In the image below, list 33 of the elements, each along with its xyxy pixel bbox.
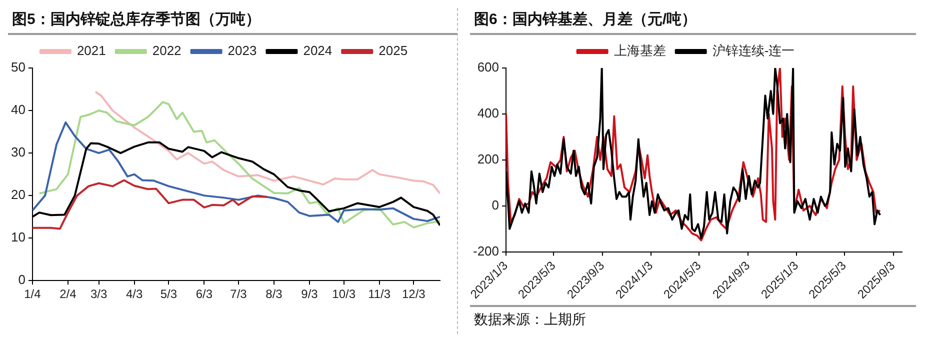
chart-title: 图5：国内锌锭总库存季节图（万吨） — [8, 8, 457, 35]
x-tick-label: 7/3 — [230, 287, 248, 302]
y-tick-label: 20 — [10, 187, 26, 202]
x-tick-label: 10/3 — [332, 287, 356, 302]
legend-label: 2024 — [303, 43, 332, 58]
x-tick-label: 11/3 — [368, 287, 391, 302]
y-tick-label: 600 — [477, 60, 500, 75]
legend-label: 沪锌连续-连一 — [712, 43, 795, 58]
x-tick-label: 5/3 — [160, 287, 178, 302]
source-note: 数据来源：上期所 — [470, 305, 916, 329]
chart-title: 图6：国内锌基差、月差（元/吨） — [470, 8, 916, 35]
y-tick-label: 400 — [477, 106, 500, 121]
y-tick-label: -200 — [473, 243, 500, 258]
x-tick-label: 2/4 — [60, 287, 77, 302]
y-tick-label: 10 — [10, 230, 26, 245]
y-tick-label: 0 — [18, 272, 26, 288]
x-tick-label: 1/4 — [24, 287, 42, 302]
x-tick-label: 4/3 — [126, 287, 144, 302]
y-tick-label: 40 — [10, 102, 26, 118]
legend-label: 2022 — [152, 43, 182, 58]
x-tick-label: 12/3 — [402, 287, 426, 302]
legend-label: 2023 — [228, 43, 257, 58]
y-tick-label: 0 — [492, 197, 500, 212]
legend-label: 2021 — [76, 43, 106, 58]
x-tick-label: 8/3 — [266, 287, 283, 302]
x-tick-label: 3/3 — [90, 287, 108, 302]
y-tick-label: 30 — [10, 144, 26, 160]
legend-label: 上海基差 — [614, 43, 666, 58]
y-tick-label: 200 — [477, 151, 500, 166]
y-tick-label: 50 — [10, 60, 26, 75]
x-tick-label: 9/3 — [301, 287, 318, 302]
legend-label: 2025 — [378, 43, 408, 58]
x-tick-label: 6/3 — [196, 287, 213, 302]
